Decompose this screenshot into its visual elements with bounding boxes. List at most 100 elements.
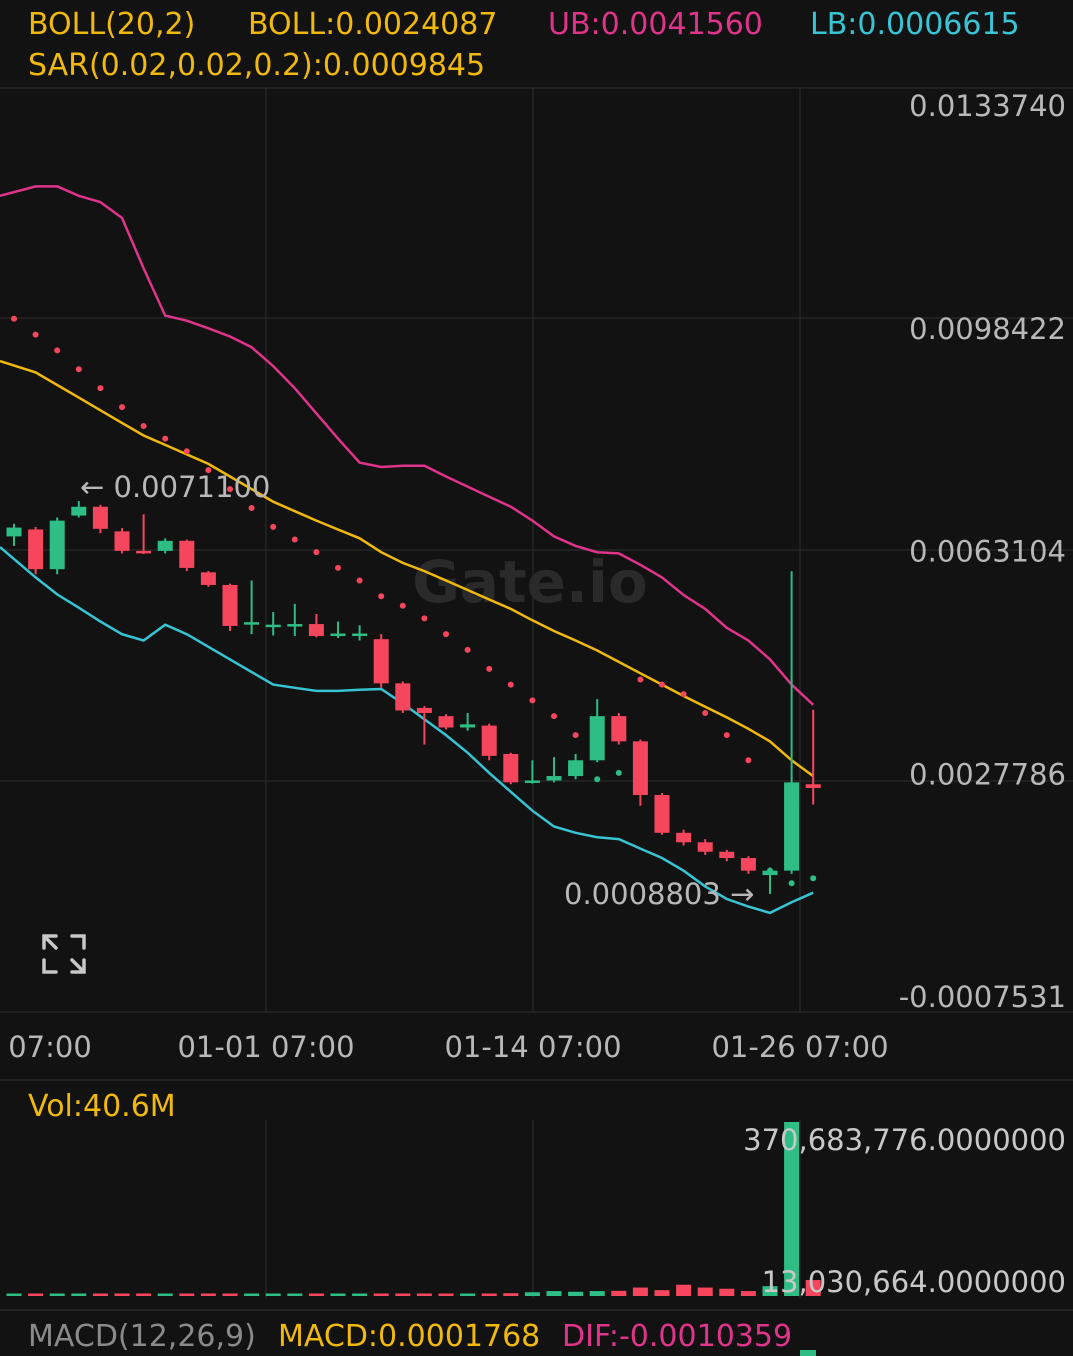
volume-bar [92,1293,108,1296]
price-axis: 0.0133740 0.0098422 0.0063104 0.0027786 -0.0… [899,89,1066,1014]
volume-bar [719,1288,735,1296]
sar-dot [32,331,39,338]
candle-body [114,531,130,551]
sar-dot [443,631,449,638]
sar-dot [335,564,341,571]
candle-body [200,572,216,585]
volume-bar [740,1291,756,1296]
sar-dot [421,615,428,622]
candle-body [762,870,778,876]
vol-value-label: Vol:40.6M [28,1089,176,1124]
candle-body [373,639,389,684]
candle-body [287,624,303,627]
volume-bar [71,1293,87,1296]
sar-dot [378,593,385,600]
sar-dot [291,536,298,543]
candle-body [265,624,281,628]
price-tick-label: 0.0133740 [909,89,1066,123]
sar-dot [572,732,579,739]
price-tick-label: 0.0063104 [909,535,1066,569]
candle-body [6,527,22,537]
sar-dot [140,423,147,430]
boll-upper-band-line [0,185,815,706]
sar-dot [399,602,406,609]
price-tick-label: 0.0098422 [909,312,1066,346]
candle-body [71,506,87,516]
candle-body [611,716,627,742]
volume-bar [654,1290,670,1296]
sar-dot [680,691,687,698]
volume-bar [114,1293,130,1296]
candle-body [222,584,238,626]
volume-bar [568,1291,584,1296]
candle-body [503,753,519,783]
volume-bar [676,1284,692,1296]
sar-dot [11,315,17,322]
sar-dot [205,467,212,474]
candle-body [676,832,692,843]
price-tick-label: 0.0027786 [909,757,1066,791]
sar-dot [810,875,817,882]
volume-max-label: 370,683,776.0000000 [743,1123,1066,1157]
sar-dot [788,880,795,887]
candle-body [136,550,152,554]
candle-body [524,780,540,783]
sar-value-label: SAR(0.02,0.02,0.2):0.0009845 [28,48,485,83]
boll-middle-band-line [0,359,814,778]
candle-body [805,784,821,789]
volume-bar [308,1293,324,1296]
sar-dot [54,347,61,354]
macd-params-label: MACD(12,26,9) [28,1319,256,1354]
volume-bar [438,1293,454,1296]
sar-dot [313,549,320,556]
volume-bar [697,1287,713,1296]
sar-dot [615,769,622,776]
candle-body [568,760,584,777]
boll-params-label: BOLL(20,2) [28,7,195,42]
candle-body [697,842,713,852]
volume-bar [611,1290,627,1296]
volume-bar [6,1293,22,1296]
sar-dot [356,577,363,584]
volume-bar [632,1287,648,1296]
candle-body [589,716,605,761]
sar-dot [119,404,125,411]
fullscreen-expand-icon[interactable] [42,934,86,974]
sar-dot [464,646,471,653]
boll-lower-band-line [0,546,814,915]
sar-dot [162,435,169,442]
candle-body [92,506,108,529]
candle-body [546,776,562,781]
sar-dot [183,448,190,455]
candle-body [157,540,173,551]
candle-body [740,858,756,871]
volume-bar-spike [784,1122,800,1296]
volume-bar [200,1293,216,1296]
max-price-label: ← 0.0071100 [80,470,270,504]
volume-bar [157,1293,173,1296]
sar-dot [270,523,277,530]
candle-body [352,633,368,637]
candle-body [244,622,260,625]
volume-bar [481,1293,497,1296]
candle-body [481,725,497,756]
candle-body [179,540,195,568]
candle-body [308,624,324,637]
sar-dot [702,709,709,716]
sar-dot [97,385,104,392]
volume-bar [179,1293,195,1296]
volume-bar [287,1293,303,1296]
volume-bar [222,1293,238,1296]
sar-dot [248,505,255,512]
candle-body [416,707,432,713]
sar-dot [594,776,601,783]
candle-body [654,794,670,833]
macd-bar [800,1350,816,1356]
macd-value-label: MACD:0.0001768 [278,1319,540,1354]
volume-bar [244,1293,260,1296]
volume-bar [49,1293,65,1296]
sar-dot [551,713,557,720]
volume-bar [373,1293,389,1296]
volume-bar [416,1293,432,1296]
